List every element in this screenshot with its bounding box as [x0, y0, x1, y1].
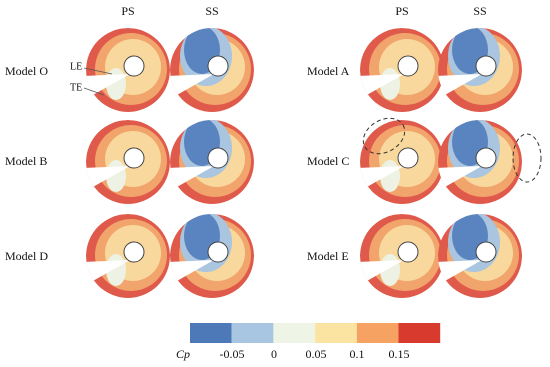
colorbar-bin — [231, 323, 274, 343]
impeller-contour — [360, 214, 444, 298]
model-label: Model A — [307, 64, 350, 78]
channel-gap — [360, 260, 404, 286]
colorbar-bin — [315, 323, 357, 343]
column-header: SS — [473, 4, 486, 18]
model-label: Model O — [5, 64, 48, 78]
le-leader — [83, 67, 113, 75]
hub — [123, 147, 145, 169]
hub — [475, 147, 497, 169]
le-label: LE — [70, 61, 82, 72]
colorbar-bin — [398, 323, 441, 343]
impeller-contour — [438, 214, 522, 298]
hub — [207, 55, 229, 77]
highlight-ellipse — [362, 117, 406, 155]
impeller-contour — [170, 214, 254, 298]
model-label: Model C — [307, 154, 349, 168]
column-header: PS — [121, 4, 134, 18]
model-label: Model B — [5, 154, 47, 168]
impeller-contour — [438, 28, 522, 112]
te-leader — [83, 87, 105, 96]
impeller-contour — [360, 28, 444, 112]
channel-gap — [170, 166, 214, 192]
colorbar-bin — [356, 323, 399, 343]
model-label: Model D — [5, 249, 48, 263]
channel-gap — [86, 74, 130, 100]
impeller-contour — [438, 120, 522, 204]
hub — [397, 55, 419, 77]
channel-gap — [438, 260, 482, 286]
colorbar-variable: Cp — [176, 347, 190, 361]
colorbar-tick-label: 0.1 — [350, 347, 365, 361]
hub — [475, 55, 497, 77]
contour-panels — [86, 28, 522, 298]
impeller-contour — [360, 120, 444, 204]
impeller-contour — [170, 28, 254, 112]
hub — [123, 241, 145, 263]
colorbar-tick-label: -0.05 — [220, 347, 245, 361]
hub — [207, 147, 229, 169]
hub — [397, 241, 419, 263]
hub — [475, 241, 497, 263]
channel-gap — [360, 74, 404, 100]
column-header: SS — [205, 4, 218, 18]
channel-gap — [438, 166, 482, 192]
channel-gap — [170, 260, 214, 286]
hub — [397, 147, 419, 169]
impeller-contour — [86, 28, 170, 112]
channel-gap — [438, 74, 482, 100]
colorbar — [190, 323, 441, 343]
colorbar-tick-label: 0.15 — [389, 347, 410, 361]
colorbar-tick-label: 0 — [271, 347, 277, 361]
te-label: TE — [70, 82, 82, 93]
channel-gap — [86, 260, 130, 286]
colorbar-bin — [190, 323, 232, 343]
highlight-ellipse — [512, 133, 542, 183]
channel-gap — [86, 166, 130, 192]
colorbar-bin — [273, 323, 316, 343]
impeller-contour — [86, 120, 170, 204]
model-label: Model E — [307, 249, 349, 263]
impeller-contour — [170, 120, 254, 204]
impeller-contour — [86, 214, 170, 298]
colorbar-tick-label: 0.05 — [306, 347, 327, 361]
channel-gap — [360, 166, 404, 192]
column-header: PS — [395, 4, 408, 18]
hub — [123, 55, 145, 77]
channel-gap — [170, 74, 214, 100]
hub — [207, 241, 229, 263]
